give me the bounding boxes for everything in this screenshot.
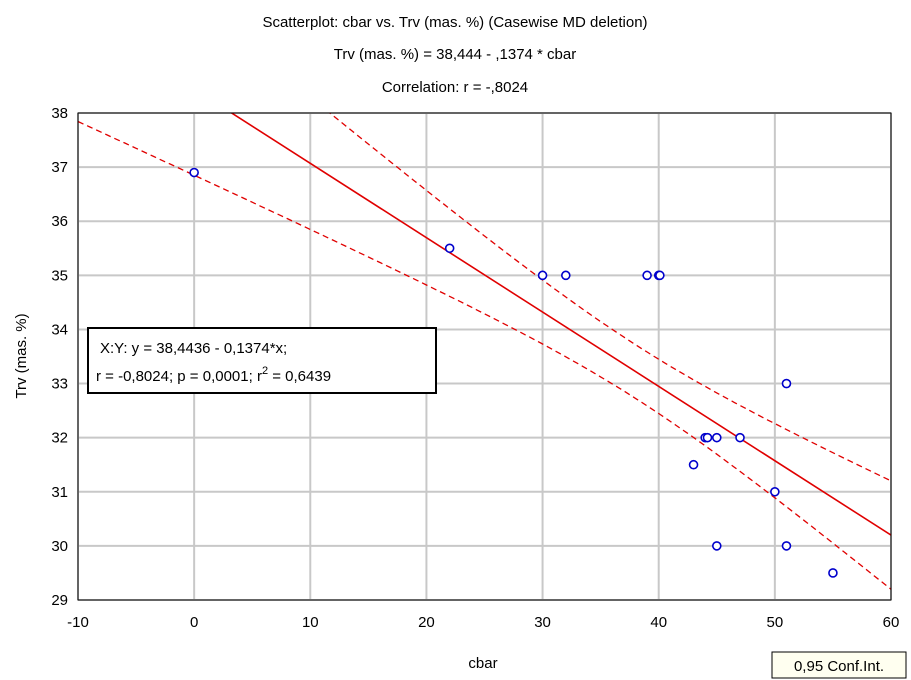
data-point [711,541,722,551]
data-point [828,568,838,578]
data-point [642,270,652,281]
x-tick-label: 60 [883,614,900,631]
data-point [735,432,745,443]
y-tick-label: 30 [51,538,68,555]
x-tick-label: 20 [418,614,435,631]
x-tick-label: 10 [302,614,319,631]
stats-box-line1: X:Y: y = 38,4436 - 0,1374*x; [100,340,287,357]
y-tick-labels: 29 30 31 32 33 34 35 36 37 38 [51,105,68,609]
regression-equation-title: Trv (mas. %) = 38,444 - ,1374 * cbar [334,46,576,63]
data-point [655,270,665,281]
stats-box-frame [87,327,437,394]
y-axis-label: Trv (mas. %) [13,313,30,398]
y-tick-label: 32 [51,430,68,447]
fit-lines [78,113,891,590]
data-point [560,270,571,281]
y-tick-label: 34 [51,321,68,338]
data-point [781,541,792,551]
correlation-title: Correlation: r = -,8024 [382,79,528,96]
confidence-upper-line [328,113,891,482]
data-points [189,167,838,578]
x-axis-label: cbar [468,655,497,672]
y-tick-label: 36 [51,213,68,230]
data-point [444,243,455,254]
data-point [688,459,699,470]
y-tick-label: 31 [51,484,68,501]
y-tick-label: 33 [51,376,68,393]
y-tick-label: 38 [51,105,68,122]
x-tick-label: 0 [190,614,198,631]
x-tick-label: -10 [67,614,89,631]
confidence-legend-frame [771,651,907,679]
regression-line [230,113,891,536]
data-point [781,378,792,389]
chart-title: Scatterplot: cbar vs. Trv (mas. %) (Case… [262,14,647,31]
data-point [189,167,199,178]
x-tick-label: 40 [650,614,667,631]
confidence-legend-label: 0,95 Conf.Int. [794,658,884,675]
x-tick-label: 30 [534,614,551,631]
stats-line2-superscript: 2 [262,365,268,377]
stats-line2-prefix: r = -0,8024; p = 0,0001; r [96,368,262,385]
stats-box: X:Y: y = 38,4436 - 0,1374*x; r = -0,8024… [87,327,437,394]
y-tick-label: 29 [51,592,68,609]
stats-box-line2: r = -0,8024; p = 0,0001; r2 = 0,6439 [96,365,331,385]
x-tick-labels: -10 0 10 20 30 40 50 60 [67,614,899,631]
data-point [537,270,548,281]
plot-frame [77,112,892,601]
data-point [770,486,780,497]
stats-line2-suffix: = 0,6439 [268,368,331,385]
x-tick-label: 50 [767,614,784,631]
data-point [711,432,722,443]
data-point [702,432,713,443]
y-tick-label: 37 [51,159,68,176]
y-tick-label: 35 [51,267,68,284]
confidence-legend: 0,95 Conf.Int. [771,651,907,679]
